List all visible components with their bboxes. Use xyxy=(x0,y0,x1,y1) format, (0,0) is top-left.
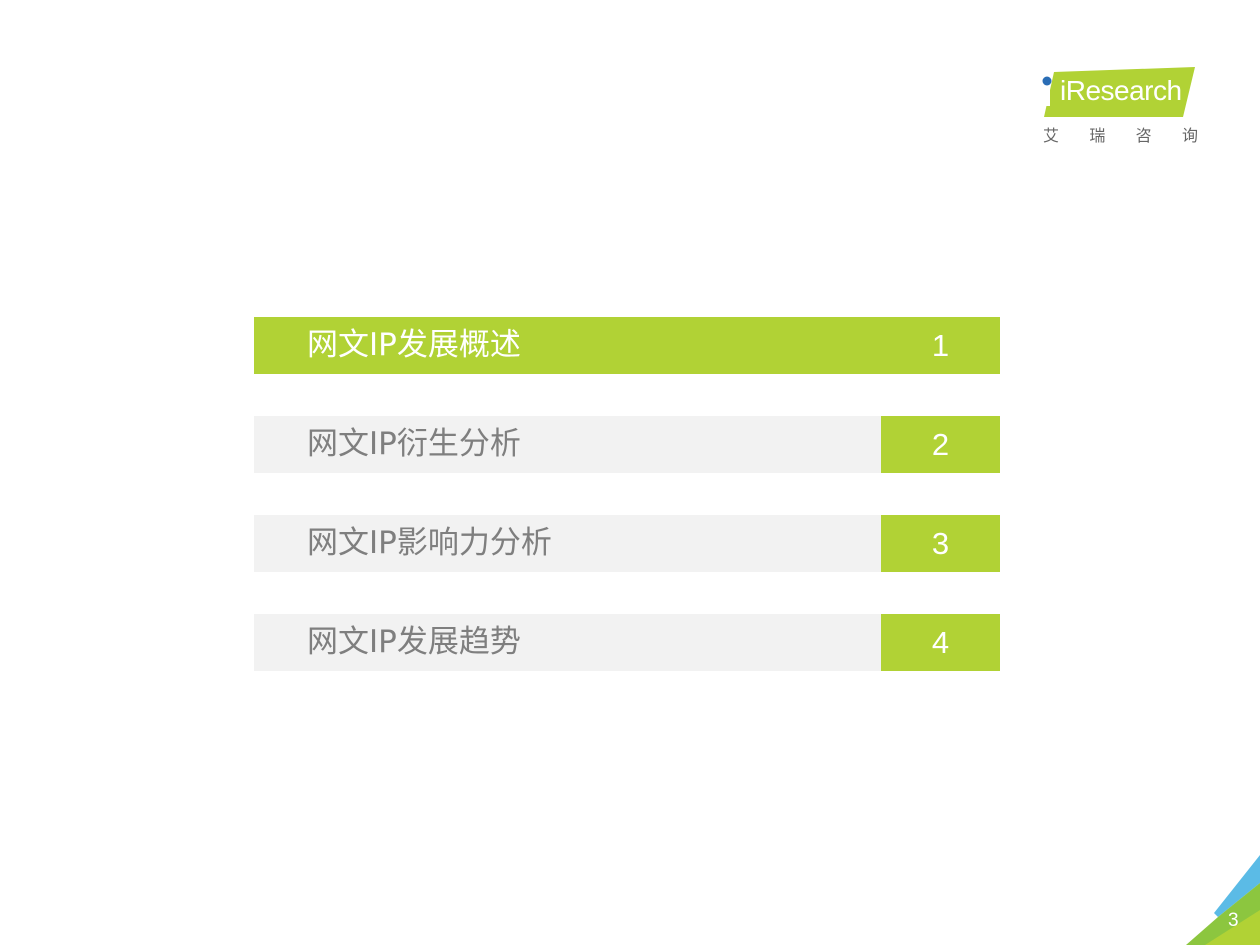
toc-item-number: 4 xyxy=(881,614,1000,671)
toc-item-label: 网文IP影响力分析 xyxy=(307,525,552,561)
toc-item-label: 网文IP发展概述 xyxy=(307,327,521,363)
toc-item-overview[interactable]: 网文IP发展概述 1 xyxy=(254,317,1000,374)
iresearch-logo: iResearch 艾 瑞 咨 询 xyxy=(1040,64,1200,146)
logo-cn-char: 瑞 xyxy=(1089,126,1106,145)
toc-item-label: 网文IP衍生分析 xyxy=(307,426,521,462)
page-number: 3 xyxy=(1228,910,1239,931)
logo-brand-text: iResearch xyxy=(1060,75,1182,106)
logo-cn-char: 咨 xyxy=(1135,126,1152,145)
toc-item-number: 3 xyxy=(881,515,1000,572)
logo-cn-char: 询 xyxy=(1181,126,1198,145)
logo-shape-icon xyxy=(1042,67,1195,117)
corner-decoration-icon xyxy=(1186,855,1260,945)
logo-cn-char: 艾 xyxy=(1043,126,1060,145)
toc-item-number: 1 xyxy=(881,317,1000,374)
logo-cn-text: 艾 瑞 咨 询 xyxy=(1043,122,1198,146)
toc-item-trends[interactable]: 网文IP发展趋势 4 xyxy=(254,614,1000,671)
toc-item-derivatives[interactable]: 网文IP衍生分析 2 xyxy=(254,416,1000,473)
toc-item-number: 2 xyxy=(881,416,1000,473)
toc-item-label: 网文IP发展趋势 xyxy=(307,624,521,660)
toc-item-influence[interactable]: 网文IP影响力分析 3 xyxy=(254,515,1000,572)
